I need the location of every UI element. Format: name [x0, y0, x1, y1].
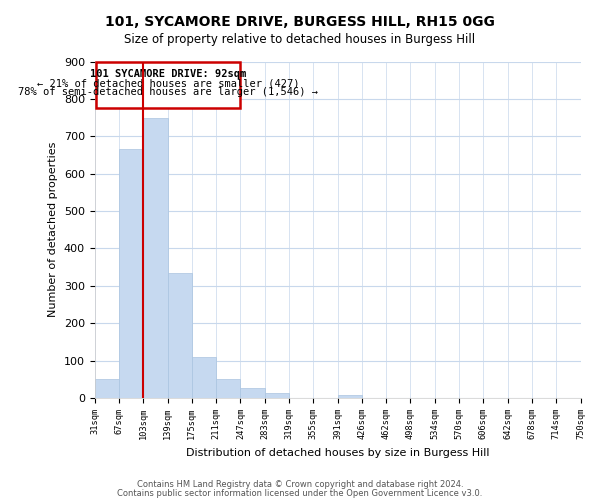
Text: 101, SYCAMORE DRIVE, BURGESS HILL, RH15 0GG: 101, SYCAMORE DRIVE, BURGESS HILL, RH15 … [105, 15, 495, 29]
Bar [95, 378, 119, 398]
Text: Size of property relative to detached houses in Burgess Hill: Size of property relative to detached ho… [124, 32, 476, 46]
Bar [216, 378, 241, 398]
Bar [167, 272, 192, 398]
Y-axis label: Number of detached properties: Number of detached properties [48, 142, 58, 318]
Bar [192, 357, 216, 398]
Text: ← 21% of detached houses are smaller (427): ← 21% of detached houses are smaller (42… [37, 78, 299, 88]
Bar [119, 150, 143, 398]
Text: 78% of semi-detached houses are larger (1,546) →: 78% of semi-detached houses are larger (… [18, 86, 318, 97]
Text: Contains public sector information licensed under the Open Government Licence v3: Contains public sector information licen… [118, 488, 482, 498]
Bar [265, 393, 289, 398]
Bar [143, 118, 167, 398]
X-axis label: Distribution of detached houses by size in Burgess Hill: Distribution of detached houses by size … [186, 448, 490, 458]
Text: 101 SYCAMORE DRIVE: 92sqm: 101 SYCAMORE DRIVE: 92sqm [90, 69, 246, 79]
Text: Contains HM Land Registry data © Crown copyright and database right 2024.: Contains HM Land Registry data © Crown c… [137, 480, 463, 489]
Bar [241, 388, 265, 398]
Bar [338, 394, 362, 398]
FancyBboxPatch shape [96, 62, 241, 108]
